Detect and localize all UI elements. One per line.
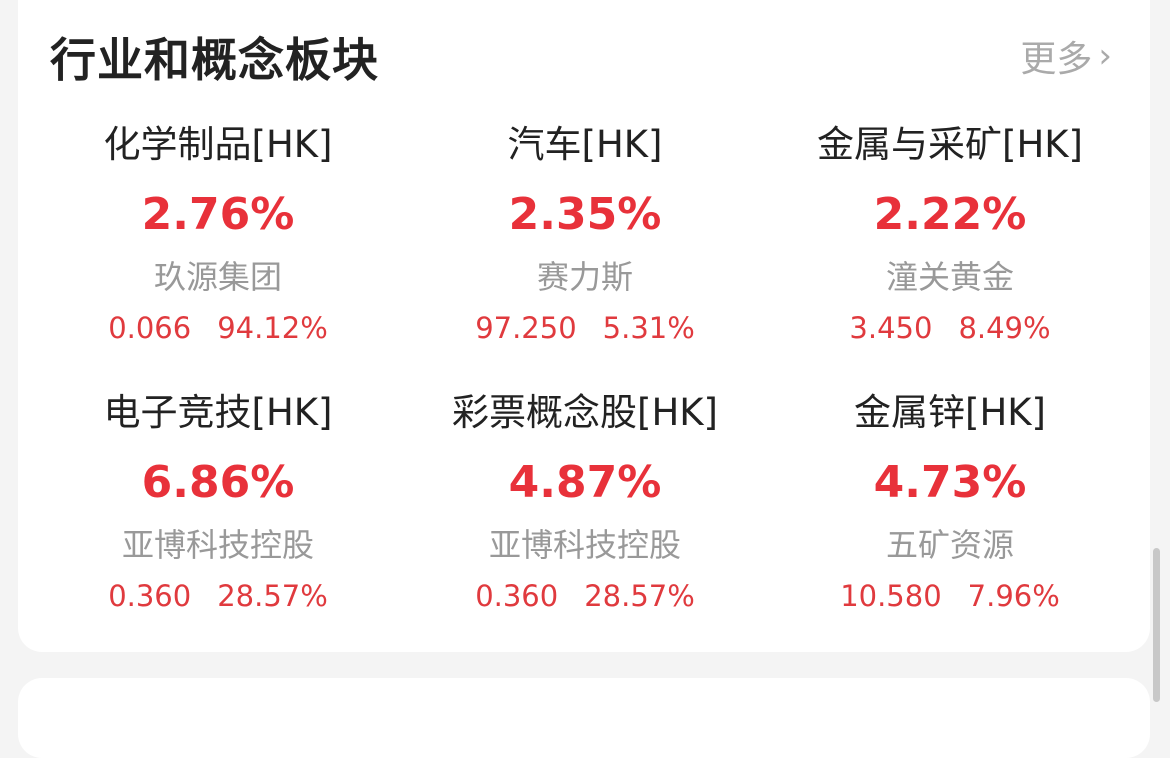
sector-tile[interactable]: 金属与采矿[HK] 2.22% 潼关黄金 3.450 8.49% (770, 120, 1130, 350)
top-stock-change: 5.31% (602, 311, 695, 345)
top-stock-price: 10.580 (840, 579, 942, 613)
sector-name: 汽车[HK] (507, 123, 663, 166)
sector-name: 金属与采矿[HK] (817, 123, 1083, 166)
top-stock-change: 28.57% (584, 579, 695, 613)
scrollbar[interactable] (1153, 548, 1160, 702)
sector-change: 2.22% (873, 189, 1027, 240)
sector-card (18, 0, 1150, 652)
section-title: 行业和概念板块 (50, 33, 379, 87)
top-stock-price: 0.360 (475, 579, 559, 613)
chevron-right-icon: › (1098, 36, 1112, 76)
top-stock-change: 7.96% (967, 579, 1060, 613)
sector-tile[interactable]: 金属锌[HK] 4.73% 五矿资源 10.580 7.96% (770, 388, 1130, 618)
top-stock-change: 8.49% (958, 311, 1051, 345)
top-stock-price: 3.450 (849, 311, 933, 345)
top-stock-price: 97.250 (475, 311, 577, 345)
sector-tile[interactable]: 彩票概念股[HK] 4.87% 亚博科技控股 0.360 28.57% (405, 388, 765, 618)
top-stock-name: 赛力斯 (536, 258, 633, 296)
sector-name: 电子竞技[HK] (103, 391, 333, 434)
top-stock-change: 28.57% (217, 579, 328, 613)
top-stock-name: 潼关黄金 (885, 258, 1014, 296)
top-stock-price: 0.066 (108, 311, 192, 345)
sector-tile[interactable]: 汽车[HK] 2.35% 赛力斯 97.250 5.31% (405, 120, 765, 350)
next-card (18, 678, 1150, 758)
top-stock-name: 亚博科技控股 (121, 526, 314, 564)
sector-name: 化学制品[HK] (103, 123, 333, 166)
sector-name: 金属锌[HK] (854, 391, 1046, 434)
sector-tile[interactable]: 电子竞技[HK] 6.86% 亚博科技控股 0.360 28.57% (38, 388, 398, 618)
sector-change: 2.76% (141, 189, 295, 240)
top-stock-name: 亚博科技控股 (488, 526, 681, 564)
sector-change: 4.73% (873, 457, 1027, 508)
more-link[interactable]: 更多 › (1020, 30, 1112, 82)
sector-tile[interactable]: 化学制品[HK] 2.76% 玖源集团 0.066 94.12% (38, 120, 398, 350)
sector-change: 2.35% (508, 189, 662, 240)
more-label: 更多 (1020, 39, 1093, 80)
top-stock-name: 玖源集团 (153, 258, 282, 296)
top-stock-price: 0.360 (108, 579, 192, 613)
top-stock-change: 94.12% (217, 311, 328, 345)
top-stock-name: 五矿资源 (885, 526, 1014, 564)
sector-name: 彩票概念股[HK] (452, 391, 718, 434)
sector-change: 4.87% (508, 457, 662, 508)
sector-change: 6.86% (141, 457, 295, 508)
